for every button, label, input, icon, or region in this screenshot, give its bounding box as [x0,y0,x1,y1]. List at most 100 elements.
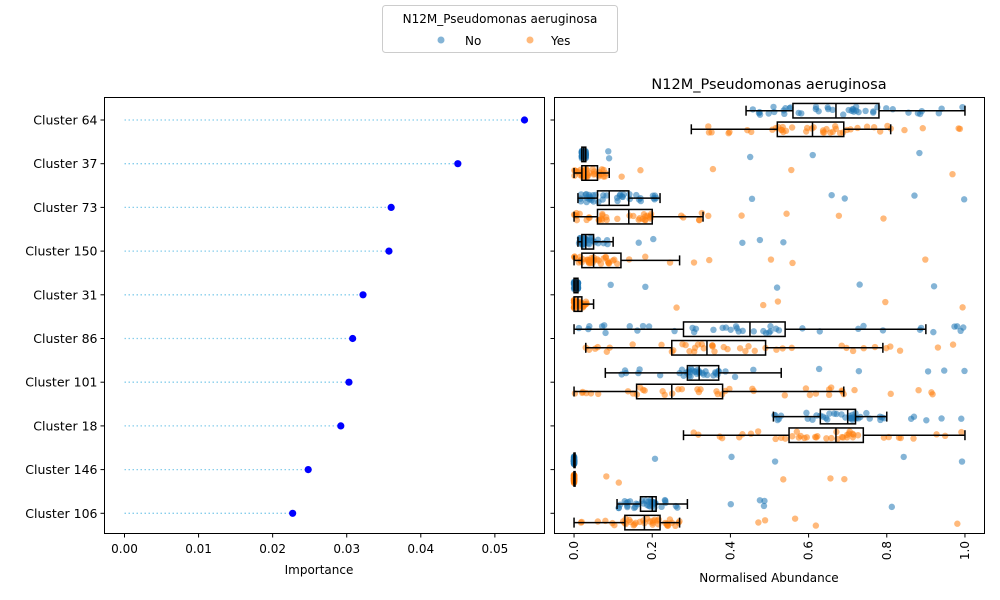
strip-point-cluster-18-no [803,409,810,417]
strip-point-cluster-106-yes [954,520,961,527]
importance-y-tick-label: Cluster 73 [33,200,97,215]
strip-point-cluster-73-no [590,198,597,205]
abundance-y-ticks [550,119,555,514]
strip-point-cluster-73-yes [783,210,790,217]
box-cluster-106-yes [573,514,681,531]
strip-point-cluster-37-yes [591,170,598,177]
strip-point-cluster-101-no [618,371,625,378]
strip-point-cluster-18-no [826,410,833,417]
strip-point-cluster-18-yes [782,435,789,442]
strip-point-cluster-64-yes [901,126,908,134]
strip-point-cluster-73-yes [614,215,621,223]
strip-point-cluster-31-yes [673,304,680,311]
box-iqr [686,364,720,381]
importance-markers [289,116,529,517]
importance-x-tick-label: 0.05 [482,542,509,556]
strip-point-cluster-73-no [614,197,621,205]
importance-point-cluster-101 [345,378,353,386]
strip-point-cluster-101-yes [661,391,668,399]
strip-point-cluster-146-no [651,455,659,462]
strip-point-cluster-64-yes [744,126,751,134]
strip-point-cluster-18-yes [845,430,853,437]
box-cluster-146-yes [573,470,576,487]
box-cluster-101-yes [573,383,845,400]
strip-point-cluster-106-yes [666,516,674,523]
strip-point-cluster-18-yes [747,430,755,437]
importance-x-tick-label: 0.04 [407,542,434,556]
box-iqr [624,514,661,531]
strip-point-cluster-146-yes [827,475,834,482]
strip-point-cluster-86-no [750,328,757,335]
abundance-x-tick-label: 0.4 [723,541,737,560]
box-iqr [639,496,657,512]
box-iqr [671,339,767,356]
strip-point-cluster-101-yes [928,389,935,396]
strip-point-cluster-101-no [722,368,729,375]
importance-y-tick-label: Cluster 101 [25,375,97,390]
strip-point-cluster-150-yes [597,260,605,267]
strip-point-cluster-64-no [771,108,778,116]
strip-point-cluster-73-yes [695,216,703,224]
strip-point-cluster-106-no [888,503,896,511]
strip-point-cluster-86-yes [682,341,689,349]
abundance-plot-frame [554,97,985,534]
strip-point-cluster-86-no [879,327,887,334]
strip-point-cluster-86-no [710,326,717,334]
strip-point-cluster-101-yes [713,388,720,395]
strip-point-cluster-150-yes [587,259,594,267]
strip-point-cluster-64-yes [788,124,796,131]
strip-point-cluster-64-no [852,103,860,110]
strip-point-cluster-106-yes [631,521,638,528]
strip-point-cluster-31-no [930,283,938,290]
strip-point-cluster-150-no [739,239,746,246]
strip-point-cluster-37-no [605,155,613,162]
strip-point-cluster-86-no [860,322,867,330]
strip-point-cluster-150-no [650,235,657,243]
strip-point-cluster-101-yes [887,390,894,398]
strip-point-cluster-37-no [605,148,612,155]
strip-point-cluster-150-yes [767,256,775,263]
strip-point-cluster-106-yes [640,517,647,524]
strip-point-cluster-64-no [749,106,757,113]
legend-label-no: No [465,34,481,48]
strip-point-cluster-86-yes [896,347,904,354]
box-cluster-18-no [772,408,888,425]
box-cluster-31-no [573,277,579,294]
strip-point-cluster-101-yes [781,392,788,399]
strip-point-cluster-64-no [786,105,793,112]
strip-point-cluster-101-yes [694,386,701,393]
strip-point-cluster-86-no [765,329,773,336]
strip-point-cluster-73-yes [705,212,712,220]
strip-point-cluster-18-no [774,416,781,424]
strip-point-cluster-73-yes [586,214,593,221]
strip-point-cluster-37-no [809,151,816,159]
abundance-x-tick-label: 0.0 [567,541,581,560]
strip-point-cluster-86-no [719,324,726,332]
strip-point-cluster-31-no [642,283,649,291]
strip-point-cluster-64-no [755,109,763,117]
box-cluster-86-yes [585,339,884,356]
strip-point-cluster-18-yes [880,434,888,441]
strip-point-cluster-64-no [765,110,772,117]
strip-point-cluster-18-no [938,415,945,422]
legend: N12M_Pseudomonas aeruginosa No Yes [382,5,618,53]
importance-x-axis-label: Importance [285,563,354,577]
strip-point-cluster-86-no [586,323,593,330]
box-iqr [819,408,857,425]
importance-stems [124,119,525,514]
strip-point-cluster-146-yes [615,479,622,486]
abundance-x-tick-label: 0.2 [645,541,659,560]
box-iqr [682,321,786,338]
strip-point-cluster-37-no [916,149,923,157]
strip-point-cluster-86-yes [711,348,718,355]
strip-point-cluster-37-yes [598,170,605,178]
importance-y-tick-label: Cluster 106 [25,506,97,521]
strip-point-cluster-18-yes [823,435,830,442]
strip-point-cluster-86-no [689,324,696,332]
strip-point-cluster-73-yes [626,212,633,219]
strip-point-cluster-86-yes [745,343,752,350]
strip-point-cluster-101-yes [915,386,922,394]
importance-plot-frame [104,97,545,534]
strip-point-cluster-73-yes [599,212,606,219]
strip-point-cluster-150-yes [706,256,713,264]
